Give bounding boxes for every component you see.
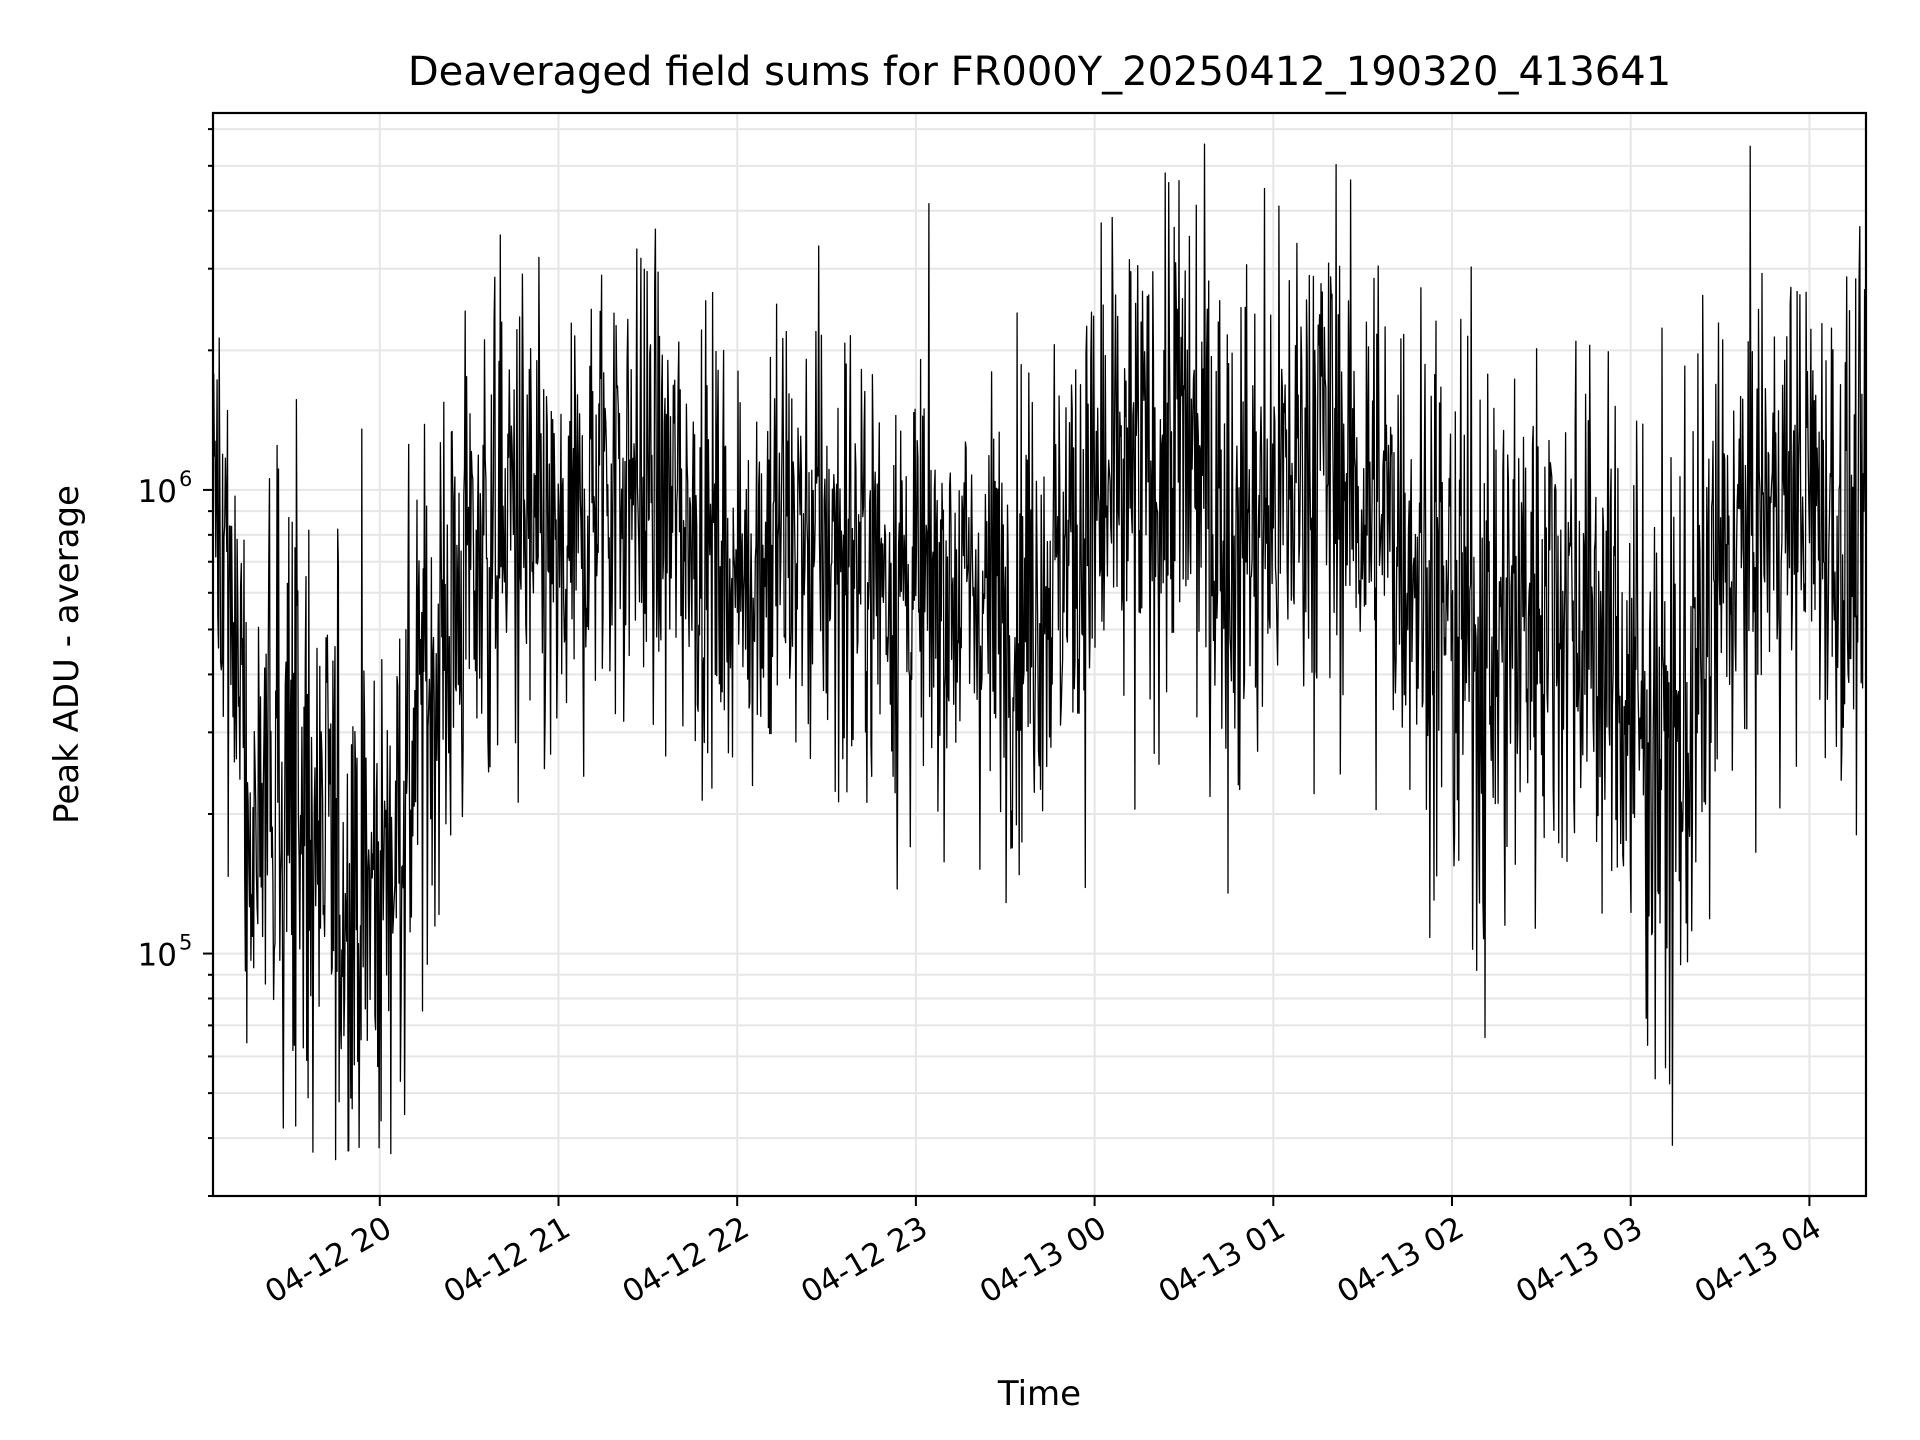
chart-title: Deaveraged field sums for FR000Y_2025041… bbox=[408, 49, 1671, 95]
series-line bbox=[212, 143, 1867, 1161]
series-layer bbox=[212, 143, 1867, 1161]
y-tick-exponent: 6 bbox=[179, 467, 192, 491]
plot-frame bbox=[211, 111, 1868, 1198]
y-axis-label: Peak ADU - average bbox=[47, 485, 87, 824]
y-tick-label: 10 bbox=[138, 474, 177, 510]
x-axis-label: Time bbox=[997, 1374, 1081, 1414]
y-tick-exponent: 5 bbox=[179, 931, 192, 955]
y-tick-label: 10 bbox=[138, 938, 177, 974]
